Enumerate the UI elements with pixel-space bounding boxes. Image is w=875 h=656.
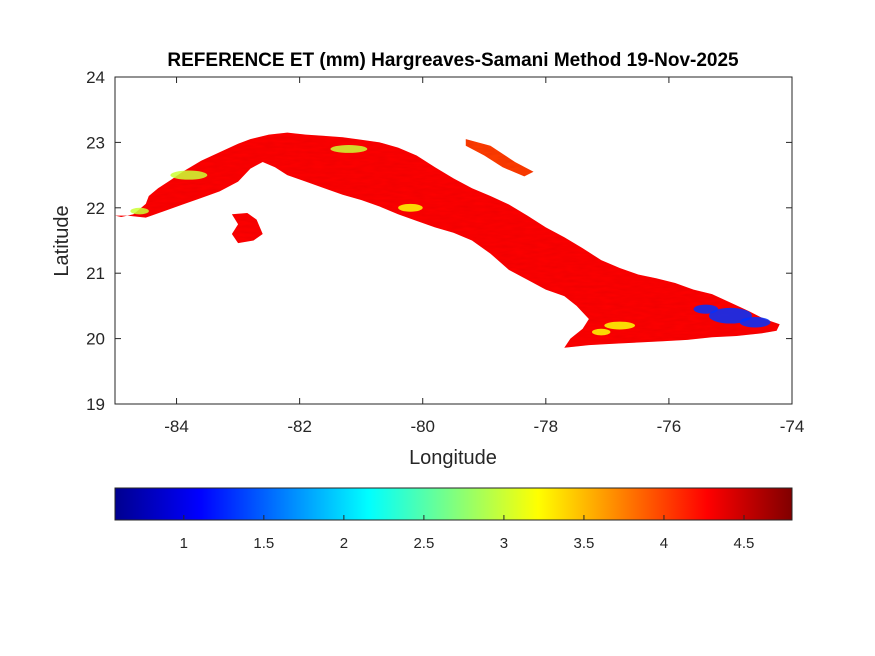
anomaly-eastern-cuba-0	[708, 307, 752, 324]
colorbar-tick-label: 2.5	[413, 535, 434, 552]
chart-title: REFERENCE ET (mm) Hargreaves-Samani Meth…	[167, 50, 739, 71]
y-tick-label: 23	[86, 133, 105, 152]
x-tick-label: -74	[780, 417, 805, 436]
colorbar-tick-label: 3	[500, 535, 508, 552]
anomaly-eastern-cuba-2	[693, 304, 719, 314]
colorbar-tick-label: 4	[660, 535, 668, 552]
anomaly-northwest-coast-2	[130, 207, 149, 215]
x-axis: -84 -82 -80 -78 -76 -74	[164, 77, 804, 436]
anomaly-central-south-2	[591, 328, 611, 336]
region-cayo-coco-area	[465, 139, 534, 177]
y-axis: 19 20 21 22 23 24	[86, 68, 792, 414]
colorbar-ticks: 1 1.5 2 2.5 3 3.5 4 4.5	[180, 515, 755, 552]
colorbar-tick-label: 1.5	[253, 535, 274, 552]
colorbar-tick-label: 3.5	[574, 535, 595, 552]
x-tick-label: -80	[410, 417, 435, 436]
region-cuba-main-island	[115, 132, 780, 348]
anomaly-northwest-coast-1	[330, 145, 368, 153]
y-axis-label: Latitude	[51, 205, 73, 276]
colorbar-tick-label: 2	[340, 535, 348, 552]
x-tick-label: -82	[287, 417, 312, 436]
colorbar	[114, 487, 793, 521]
y-tick-label: 22	[86, 199, 105, 218]
x-tick-label: -76	[657, 417, 682, 436]
anomaly-northwest-coast-0	[170, 170, 208, 180]
colorbar-tick-label: 4.5	[734, 535, 755, 552]
plot-area	[114, 76, 793, 405]
y-tick-label: 24	[86, 68, 105, 87]
y-tick-label: 21	[86, 264, 105, 283]
anomaly-central-south-0	[398, 203, 423, 212]
map-layer	[115, 132, 780, 348]
y-tick-label: 19	[86, 395, 105, 414]
anomaly-eastern-cuba-1	[739, 317, 771, 328]
x-tick-label: -84	[164, 417, 189, 436]
colorbar-tick-label: 1	[180, 535, 188, 552]
x-axis-label: Longitude	[409, 447, 497, 469]
anomaly-central-south-1	[604, 321, 636, 330]
x-tick-label: -78	[534, 417, 559, 436]
y-tick-label: 20	[86, 330, 105, 349]
region-isla-de-la-juventud	[231, 213, 263, 244]
